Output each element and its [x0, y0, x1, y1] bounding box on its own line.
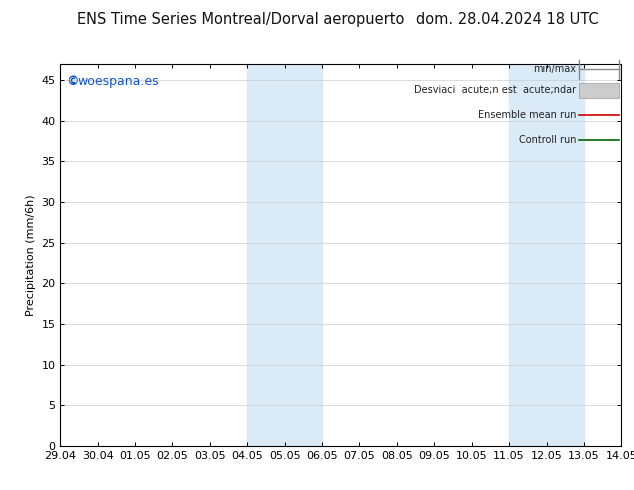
- Text: woespana.es: woespana.es: [77, 75, 158, 88]
- Text: Desviaci  acute;n est  acute;ndar: Desviaci acute;n est acute;ndar: [414, 85, 576, 96]
- Y-axis label: Precipitation (mm/6h): Precipitation (mm/6h): [26, 194, 36, 316]
- Bar: [509, 64, 584, 446]
- Text: ©: ©: [66, 75, 79, 88]
- Text: Ensemble mean run: Ensemble mean run: [478, 110, 576, 121]
- Text: min/max: min/max: [533, 64, 576, 74]
- Text: ENS Time Series Montreal/Dorval aeropuerto: ENS Time Series Montreal/Dorval aeropuer…: [77, 12, 404, 27]
- Text: dom. 28.04.2024 18 UTC: dom. 28.04.2024 18 UTC: [416, 12, 598, 27]
- Bar: [247, 64, 322, 446]
- Text: Controll run: Controll run: [519, 135, 576, 145]
